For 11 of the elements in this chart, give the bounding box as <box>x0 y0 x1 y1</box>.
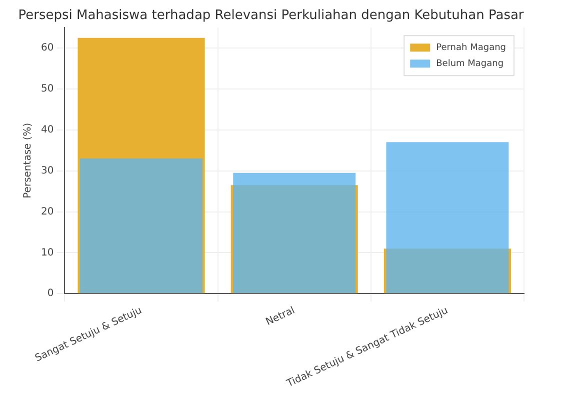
y-tick-label: 0 <box>47 288 54 300</box>
y-tick-label: 10 <box>40 247 54 258</box>
chart-title: Persepsi Mahasiswa terhadap Relevansi Perkuliahan dengan Kebutuhan Pasar <box>18 8 524 24</box>
y-tick-label: 20 <box>40 206 54 218</box>
legend-label: Pernah Magang <box>436 42 506 53</box>
y-tick-label: 60 <box>40 42 54 54</box>
y-axis-title: Persentase (%) <box>22 122 34 198</box>
legend-label: Belum Magang <box>436 58 504 69</box>
y-tick-label: 50 <box>40 84 54 95</box>
y-tick-label: 40 <box>40 124 54 136</box>
y-tick-label: 30 <box>40 165 54 176</box>
